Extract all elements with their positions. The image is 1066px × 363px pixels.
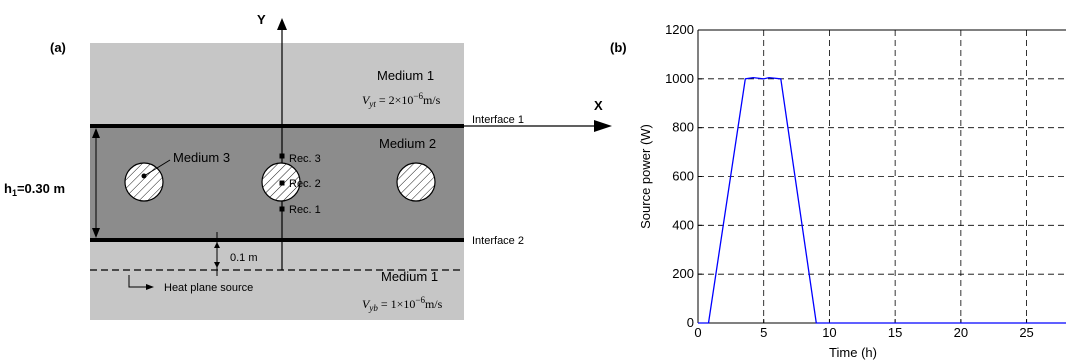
y-tick-label: 800 <box>672 120 694 135</box>
y-axis-title: Source power (W) <box>638 124 653 229</box>
y-tick-label: 0 <box>687 315 694 330</box>
heat-source-label: Heat plane source <box>164 282 253 294</box>
y-tick-label: 600 <box>672 169 694 184</box>
medium3-label: Medium 3 <box>173 150 230 165</box>
x-tick-label: 5 <box>760 325 767 340</box>
velocity-bottom-label: Vyb = 1×10−6m/s <box>362 295 443 313</box>
receiver-3-label: Rec. 3 <box>289 153 321 165</box>
h1-arrow-bottom <box>92 228 100 238</box>
medium1-top-region <box>90 43 464 126</box>
velocity-top-label: Vyt = 2×10−6m/s <box>362 91 441 109</box>
heat-source-arrowhead <box>146 284 154 290</box>
panel-a-label: (a) <box>50 40 66 55</box>
y-axis-arrow <box>277 18 287 30</box>
x-axis-title: Time (h) <box>829 345 877 360</box>
x-tick-label: 10 <box>822 325 836 340</box>
x-tick-label: 0 <box>694 325 701 340</box>
y-tick-label: 1200 <box>665 22 694 37</box>
panel-b-label: (b) <box>610 40 627 55</box>
receiver-1-marker <box>279 206 285 212</box>
receiver-1-label: Rec. 1 <box>289 204 321 216</box>
medium2-label: Medium 2 <box>379 136 436 151</box>
medium3-leader <box>143 159 171 177</box>
x-tick-label: 20 <box>954 325 968 340</box>
medium1-bottom-label: Medium 1 <box>381 269 438 284</box>
y-tick-label: 1000 <box>665 71 694 86</box>
y-tick-label: 200 <box>672 266 694 281</box>
interface2-label: Interface 2 <box>472 235 524 247</box>
receiver-2-label: Rec. 2 <box>289 178 321 190</box>
h1-arrow-top <box>92 128 100 138</box>
heat-source-pointer <box>128 275 148 288</box>
gap-arrow-bottom <box>214 262 220 268</box>
receiver-2-marker <box>279 180 285 186</box>
x-axis-label: X <box>594 98 603 113</box>
x-tick-label: 25 <box>1019 325 1033 340</box>
receiver-3-marker <box>279 153 285 159</box>
gap-label: 0.1 m <box>230 252 258 264</box>
source-power-chart: 0 5 10 15 20 25 0 200 400 600 800 1000 1200 Time (h) S… <box>638 22 1066 360</box>
medium1-bottom-region <box>90 240 464 320</box>
y-axis-label: Y <box>257 12 266 27</box>
x-tick-label: 15 <box>888 325 902 340</box>
gap-arrow-top <box>214 242 220 248</box>
medium1-top-label: Medium 1 <box>377 68 434 83</box>
h1-label: h1=0.30 m <box>4 181 65 198</box>
interface1-label: Interface 1 <box>472 114 524 126</box>
inclusion-left <box>124 162 164 202</box>
source-power-series-line <box>698 76 1066 324</box>
medium3-dot <box>141 173 147 179</box>
y-tick-label: 400 <box>672 217 694 232</box>
x-axis-arrow <box>594 120 612 132</box>
inclusion-right <box>396 162 436 202</box>
